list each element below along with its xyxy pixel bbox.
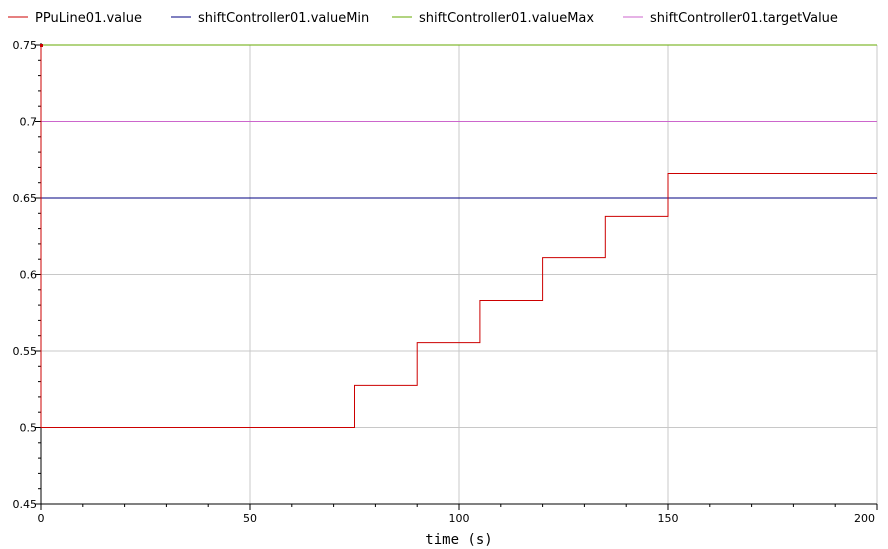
- y-tick-label: 0.45: [13, 498, 38, 511]
- series-line-0: [40, 45, 877, 428]
- series-layer: [40, 44, 877, 428]
- y-tick-label: 0.7: [20, 116, 38, 129]
- x-tick-label: 200: [854, 512, 875, 525]
- legend-label-3: shiftController01.targetValue: [650, 11, 838, 26]
- axes: 0 50 100 150 200 0.45 0.5 0.55 0.6 0.65 0.7 0.75: [13, 39, 878, 525]
- y-tick-label: 0.55: [13, 345, 38, 358]
- legend-label-0: PPuLine01.value: [35, 11, 142, 26]
- legend: PPuLine01.value shiftController01.valueMi…: [8, 11, 838, 26]
- x-tick-label: 100: [449, 512, 470, 525]
- legend-label-2: shiftController01.valueMax: [419, 11, 594, 26]
- x-axis-title: time (s): [425, 532, 492, 548]
- y-tick-label: 0.5: [20, 422, 38, 435]
- grid: [41, 44, 878, 505]
- x-tick-label: 150: [658, 512, 679, 525]
- series-start-marker: [40, 44, 43, 47]
- x-tick-label: 0: [38, 512, 45, 525]
- y-tick-label: 0.6: [20, 269, 38, 282]
- y-tick-label: 0.75: [13, 39, 38, 52]
- legend-label-1: shiftController01.valueMin: [198, 11, 369, 26]
- y-tick-label: 0.65: [13, 192, 38, 205]
- x-tick-label: 50: [243, 512, 257, 525]
